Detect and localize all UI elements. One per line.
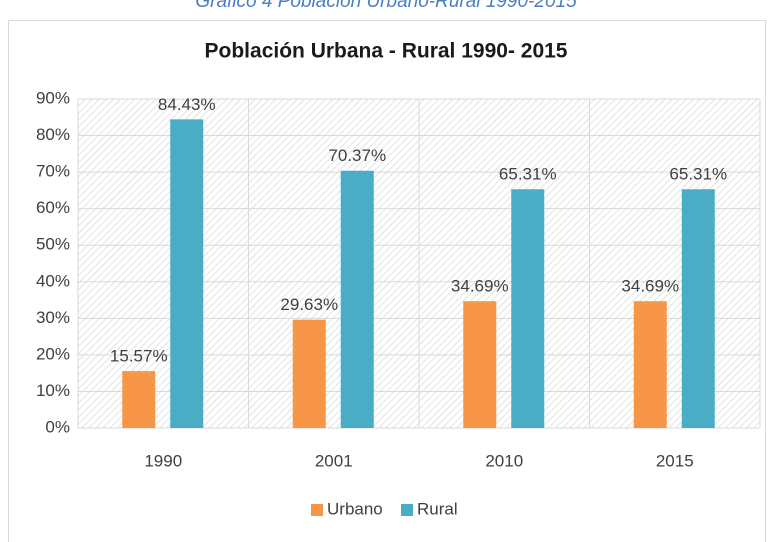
bar <box>340 170 374 429</box>
y-tick-label: 30% <box>36 308 70 327</box>
data-label: 29.63% <box>280 295 338 314</box>
y-tick-label: 20% <box>36 344 70 363</box>
y-tick-label: 70% <box>36 162 70 181</box>
bar <box>170 119 204 428</box>
data-label: 84.43% <box>158 95 216 114</box>
legend-label: Rural <box>417 499 458 518</box>
data-label: 34.69% <box>451 277 509 296</box>
legend-swatch <box>401 504 413 516</box>
chart-title: Población Urbana - Rural 1990- 2015 <box>205 40 568 63</box>
y-tick-label: 60% <box>36 198 70 217</box>
data-label: 70.37% <box>328 146 386 165</box>
x-tick-label: 1990 <box>144 451 182 470</box>
data-label: 65.31% <box>669 165 727 184</box>
caption: Gráfico 4 Población Urbano-Rural 1990-20… <box>195 0 577 12</box>
bar <box>122 371 156 428</box>
data-label: 34.69% <box>621 277 679 296</box>
y-tick-label: 80% <box>36 125 70 144</box>
x-tick-label: 2001 <box>315 451 353 470</box>
x-tick-label: 2010 <box>485 451 523 470</box>
y-tick-label: 10% <box>36 381 70 400</box>
data-label: 15.57% <box>110 347 168 366</box>
data-label: 65.31% <box>499 165 557 184</box>
x-tick-label: 2015 <box>656 451 694 470</box>
y-tick-label: 90% <box>36 88 70 107</box>
y-tick-label: 50% <box>36 235 70 254</box>
legend-swatch <box>311 504 323 516</box>
y-tick-label: 0% <box>45 417 70 436</box>
bar <box>681 189 715 428</box>
legend-label: Urbano <box>327 499 383 518</box>
bar <box>292 319 326 428</box>
bar <box>511 189 545 428</box>
bar <box>463 301 497 428</box>
y-tick-label: 40% <box>36 271 70 290</box>
bar <box>633 301 667 428</box>
